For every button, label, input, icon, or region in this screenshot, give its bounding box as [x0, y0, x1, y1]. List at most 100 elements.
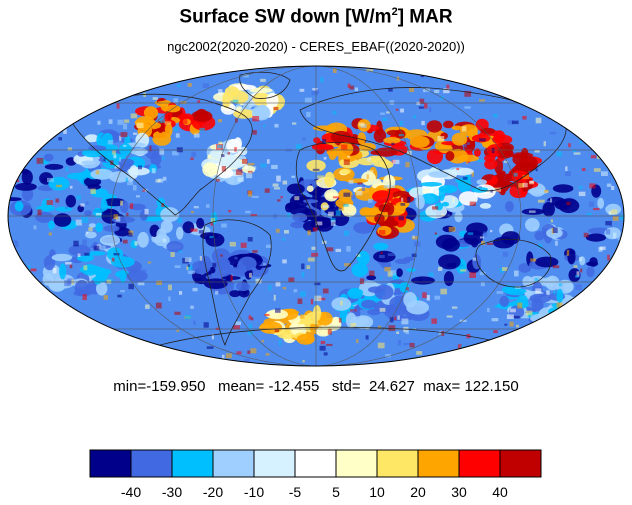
field-speckle [438, 266, 443, 271]
field-speckle [416, 351, 423, 355]
field-cell [373, 242, 389, 251]
field-cell [156, 101, 167, 107]
field-speckle [366, 174, 369, 180]
field-speckle [117, 294, 122, 298]
field-speckle [389, 100, 395, 105]
field-cell [378, 204, 391, 213]
field-cell [198, 259, 206, 275]
field-speckle [479, 236, 485, 239]
field-speckle [366, 157, 371, 162]
field-speckle [534, 150, 540, 153]
field-speckle [465, 160, 468, 165]
field-speckle [304, 97, 312, 103]
field-cell [499, 295, 510, 307]
field-speckle [245, 210, 251, 214]
field-speckle [537, 199, 545, 203]
field-speckle [319, 345, 326, 351]
field-speckle [46, 200, 53, 205]
field-speckle [326, 343, 333, 346]
field-speckle [589, 183, 596, 189]
field-speckle [168, 284, 172, 291]
field-speckle [260, 163, 267, 168]
field-speckle [496, 291, 504, 294]
field-speckle [137, 282, 145, 286]
field-cell [191, 110, 213, 122]
field-speckle [245, 172, 253, 179]
field-speckle [573, 152, 581, 155]
field-cell [585, 233, 607, 242]
field-speckle [580, 268, 583, 273]
field-speckle [504, 323, 508, 326]
field-speckle [593, 207, 600, 211]
field-cell [415, 194, 425, 210]
field-speckle [186, 265, 189, 270]
field-speckle [369, 270, 375, 276]
field-speckle [248, 190, 253, 197]
field-speckle [116, 103, 120, 109]
field-speckle [407, 197, 411, 203]
field-speckle [88, 227, 93, 232]
field-speckle [164, 121, 172, 125]
colorbar-tick-label: 20 [410, 484, 426, 500]
field-speckle [385, 354, 391, 358]
field-speckle [327, 328, 332, 335]
field-speckle [377, 342, 385, 349]
field-speckle [351, 194, 356, 199]
field-speckle [456, 168, 460, 171]
field-speckle [422, 292, 427, 299]
field-speckle [82, 294, 87, 301]
field-speckle [299, 314, 305, 319]
field-speckle [522, 182, 528, 188]
field-speckle [73, 240, 79, 247]
field-speckle [479, 271, 486, 276]
field-cell [84, 134, 99, 143]
field-speckle [120, 290, 125, 293]
field-speckle [405, 161, 410, 168]
field-speckle [480, 281, 485, 287]
field-speckle [193, 206, 199, 209]
field-speckle [431, 318, 437, 324]
field-speckle [301, 263, 305, 270]
field-speckle [113, 154, 117, 159]
field-speckle [240, 242, 247, 248]
field-speckle [274, 123, 279, 128]
field-speckle [75, 219, 83, 226]
field-speckle [268, 322, 272, 326]
field-speckle [280, 196, 283, 199]
field-speckle [212, 263, 217, 268]
field-speckle [382, 117, 388, 121]
field-speckle [419, 277, 422, 283]
field-speckle [240, 108, 243, 112]
field-speckle [368, 198, 373, 203]
colorbar-tick-label: 30 [451, 484, 467, 500]
field-speckle [250, 317, 254, 321]
field-speckle [210, 222, 214, 226]
field-cell [266, 92, 279, 108]
field-speckle [553, 290, 556, 295]
field-speckle [514, 315, 520, 319]
stat-std-value: 24.627 [368, 378, 415, 395]
field-speckle [15, 242, 19, 248]
field-speckle [263, 125, 266, 128]
field-speckle [168, 296, 171, 302]
field-cell [100, 199, 108, 213]
field-speckle [401, 197, 404, 202]
field-speckle [418, 106, 424, 109]
field-speckle [575, 284, 582, 291]
field-speckle [388, 88, 393, 92]
colorbar-swatch [376, 449, 419, 478]
colorbar-swatch [212, 449, 255, 478]
field-speckle [65, 206, 68, 209]
field-speckle [199, 127, 205, 132]
field-speckle [90, 188, 96, 194]
field-speckle [366, 69, 374, 72]
field-speckle [221, 354, 225, 361]
field-speckle [314, 295, 322, 302]
field-speckle [143, 189, 148, 192]
field-speckle [307, 230, 311, 236]
field-cell [53, 213, 72, 227]
field-speckle [193, 133, 200, 138]
field-speckle [535, 117, 542, 124]
field-speckle [502, 267, 508, 271]
field-speckle [379, 307, 386, 312]
